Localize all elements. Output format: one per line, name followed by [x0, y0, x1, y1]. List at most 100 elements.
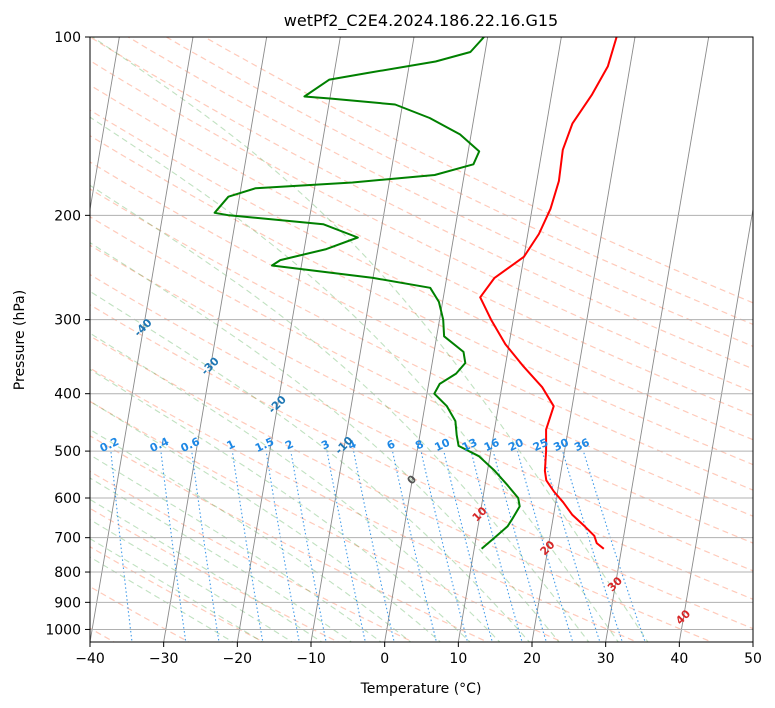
isotherms — [90, 37, 753, 642]
dry-adiabat — [90, 109, 753, 441]
mixing-ratio-line — [470, 450, 523, 642]
dry-adiabats — [90, 37, 753, 642]
isotherm — [457, 37, 562, 642]
isotherm — [678, 206, 753, 642]
isotherm — [236, 37, 341, 642]
mixing-ratio-line — [191, 451, 220, 642]
isotherm-label: -20 — [266, 393, 289, 416]
mixing-ratio-line — [231, 451, 264, 642]
chart-title: wetPf2_C2E4.2024.186.22.16.G15 — [284, 11, 558, 31]
mixing-ratio-line — [64, 451, 82, 644]
dry-adiabat — [165, 37, 753, 326]
moist-adiabat — [90, 290, 531, 642]
mixing-ratio-label: 30 — [551, 436, 571, 454]
isotherm — [163, 37, 268, 642]
mixing-ratio-label: 0.4 — [148, 435, 171, 455]
mixing-ratio-line — [420, 450, 469, 642]
mixing-ratio-label: 25 — [531, 436, 550, 454]
y-tick-label: 600 — [54, 491, 81, 507]
moist-adiabat — [90, 242, 560, 642]
dry-adiabat — [90, 435, 490, 642]
x-tick-label: −30 — [149, 651, 179, 667]
mixing-ratio-line — [492, 450, 547, 642]
dry-adiabat — [90, 546, 265, 642]
x-tick-label: 30 — [597, 651, 615, 667]
dry-adiabat — [90, 84, 753, 417]
y-tick-label: 500 — [54, 444, 81, 460]
mixing-ratio-labels: 0.1 0.2 0.4 0.6 1 1.5 2 3 4 6 8 10 13 16 20 25 30 36 — [98, 435, 592, 455]
isotherm — [605, 37, 710, 642]
mixing-ratio-label: 36 — [572, 436, 592, 454]
y-tick-label: 1000 — [45, 622, 81, 638]
dry-adiabat — [90, 367, 639, 642]
x-axis-label: Temperature (°C) — [360, 681, 482, 697]
mixing-ratio-label: 20 — [506, 436, 526, 454]
plot-frame — [89, 36, 754, 643]
isotherm — [90, 37, 120, 212]
y-tick-label: 300 — [54, 313, 81, 329]
isotherm — [752, 639, 753, 642]
y-axis: 100 200 300 400 500 600 700 800 900 1000 — [45, 30, 90, 638]
y-tick-label: 400 — [54, 387, 81, 403]
isotherm-label: -50 — [64, 282, 87, 305]
dry-adiabat — [90, 134, 753, 466]
temperature-profile-line — [479, 37, 618, 550]
dry-adiabat — [90, 585, 191, 642]
dry-adiabat — [127, 37, 753, 348]
mixing-ratio-line — [391, 450, 437, 642]
mixing-ratio-line — [443, 450, 493, 642]
x-tick-label: 0 — [380, 651, 389, 667]
mixing-ratio-label: 2 — [283, 437, 295, 452]
y-axis-label: Pressure (hPa) — [12, 290, 28, 390]
y-tick-label: 100 — [54, 30, 81, 46]
dry-adiabat — [90, 304, 753, 630]
moist-adiabat — [90, 454, 382, 642]
x-tick-label: 50 — [744, 651, 762, 667]
y-tick-label: 200 — [54, 208, 81, 224]
mixing-ratio-line — [541, 450, 601, 642]
moist-adiabat — [90, 400, 442, 642]
mixing-ratio-line — [265, 451, 300, 642]
y-tick-label: 700 — [54, 531, 81, 547]
dry-adiabat — [90, 244, 753, 572]
mixing-ratio-line — [562, 450, 623, 642]
x-axis: −40 −30 −20 −10 0 10 20 30 40 50 — [75, 642, 762, 667]
dry-adiabat — [90, 60, 753, 393]
x-tick-label: −10 — [296, 651, 326, 667]
x-tick-label: 10 — [449, 651, 467, 667]
moist-adiabat — [90, 556, 234, 642]
mixing-ratio-label: 16 — [482, 436, 502, 454]
moist-adiabat — [90, 368, 471, 642]
mixing-ratio-line — [110, 451, 133, 642]
dry-adiabat — [90, 507, 340, 642]
dry-adiabat — [90, 37, 753, 370]
isotherm-label: -30 — [199, 354, 222, 377]
x-tick-label: 20 — [523, 651, 541, 667]
moist-adiabat — [90, 428, 412, 642]
mixing-ratio-line — [353, 450, 395, 642]
dry-adiabat — [90, 161, 753, 491]
dewpoint-profile-line — [213, 37, 521, 550]
isotherm — [90, 37, 194, 642]
mixing-ratio-lines — [64, 450, 646, 644]
dry-adiabat — [203, 37, 753, 304]
isotherm — [310, 37, 415, 642]
mixing-ratio-line — [290, 451, 327, 642]
isotherm — [531, 37, 636, 642]
profile-series — [213, 37, 618, 550]
y-tick-label: 900 — [54, 595, 81, 611]
mixing-ratio-label: 3 — [319, 437, 331, 452]
mixing-ratio-label: 10 — [433, 436, 453, 454]
dry-adiabat — [90, 335, 714, 642]
isotherm-label: 20 — [538, 538, 558, 558]
x-tick-label: 40 — [670, 651, 688, 667]
y-tick-label: 800 — [54, 565, 81, 581]
dry-adiabat — [90, 188, 753, 517]
isotherm — [384, 37, 489, 642]
dry-adiabat — [90, 400, 564, 642]
isobar-grid — [90, 37, 753, 630]
dry-adiabat — [90, 216, 753, 544]
x-tick-label: −40 — [75, 651, 105, 667]
